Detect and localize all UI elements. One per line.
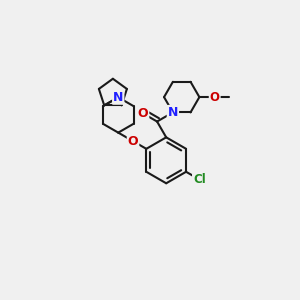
Text: Cl: Cl: [193, 173, 206, 186]
Text: N: N: [113, 91, 123, 104]
Text: O: O: [128, 135, 138, 148]
Text: O: O: [138, 107, 148, 120]
Text: N: N: [168, 106, 178, 119]
Text: O: O: [210, 91, 220, 103]
